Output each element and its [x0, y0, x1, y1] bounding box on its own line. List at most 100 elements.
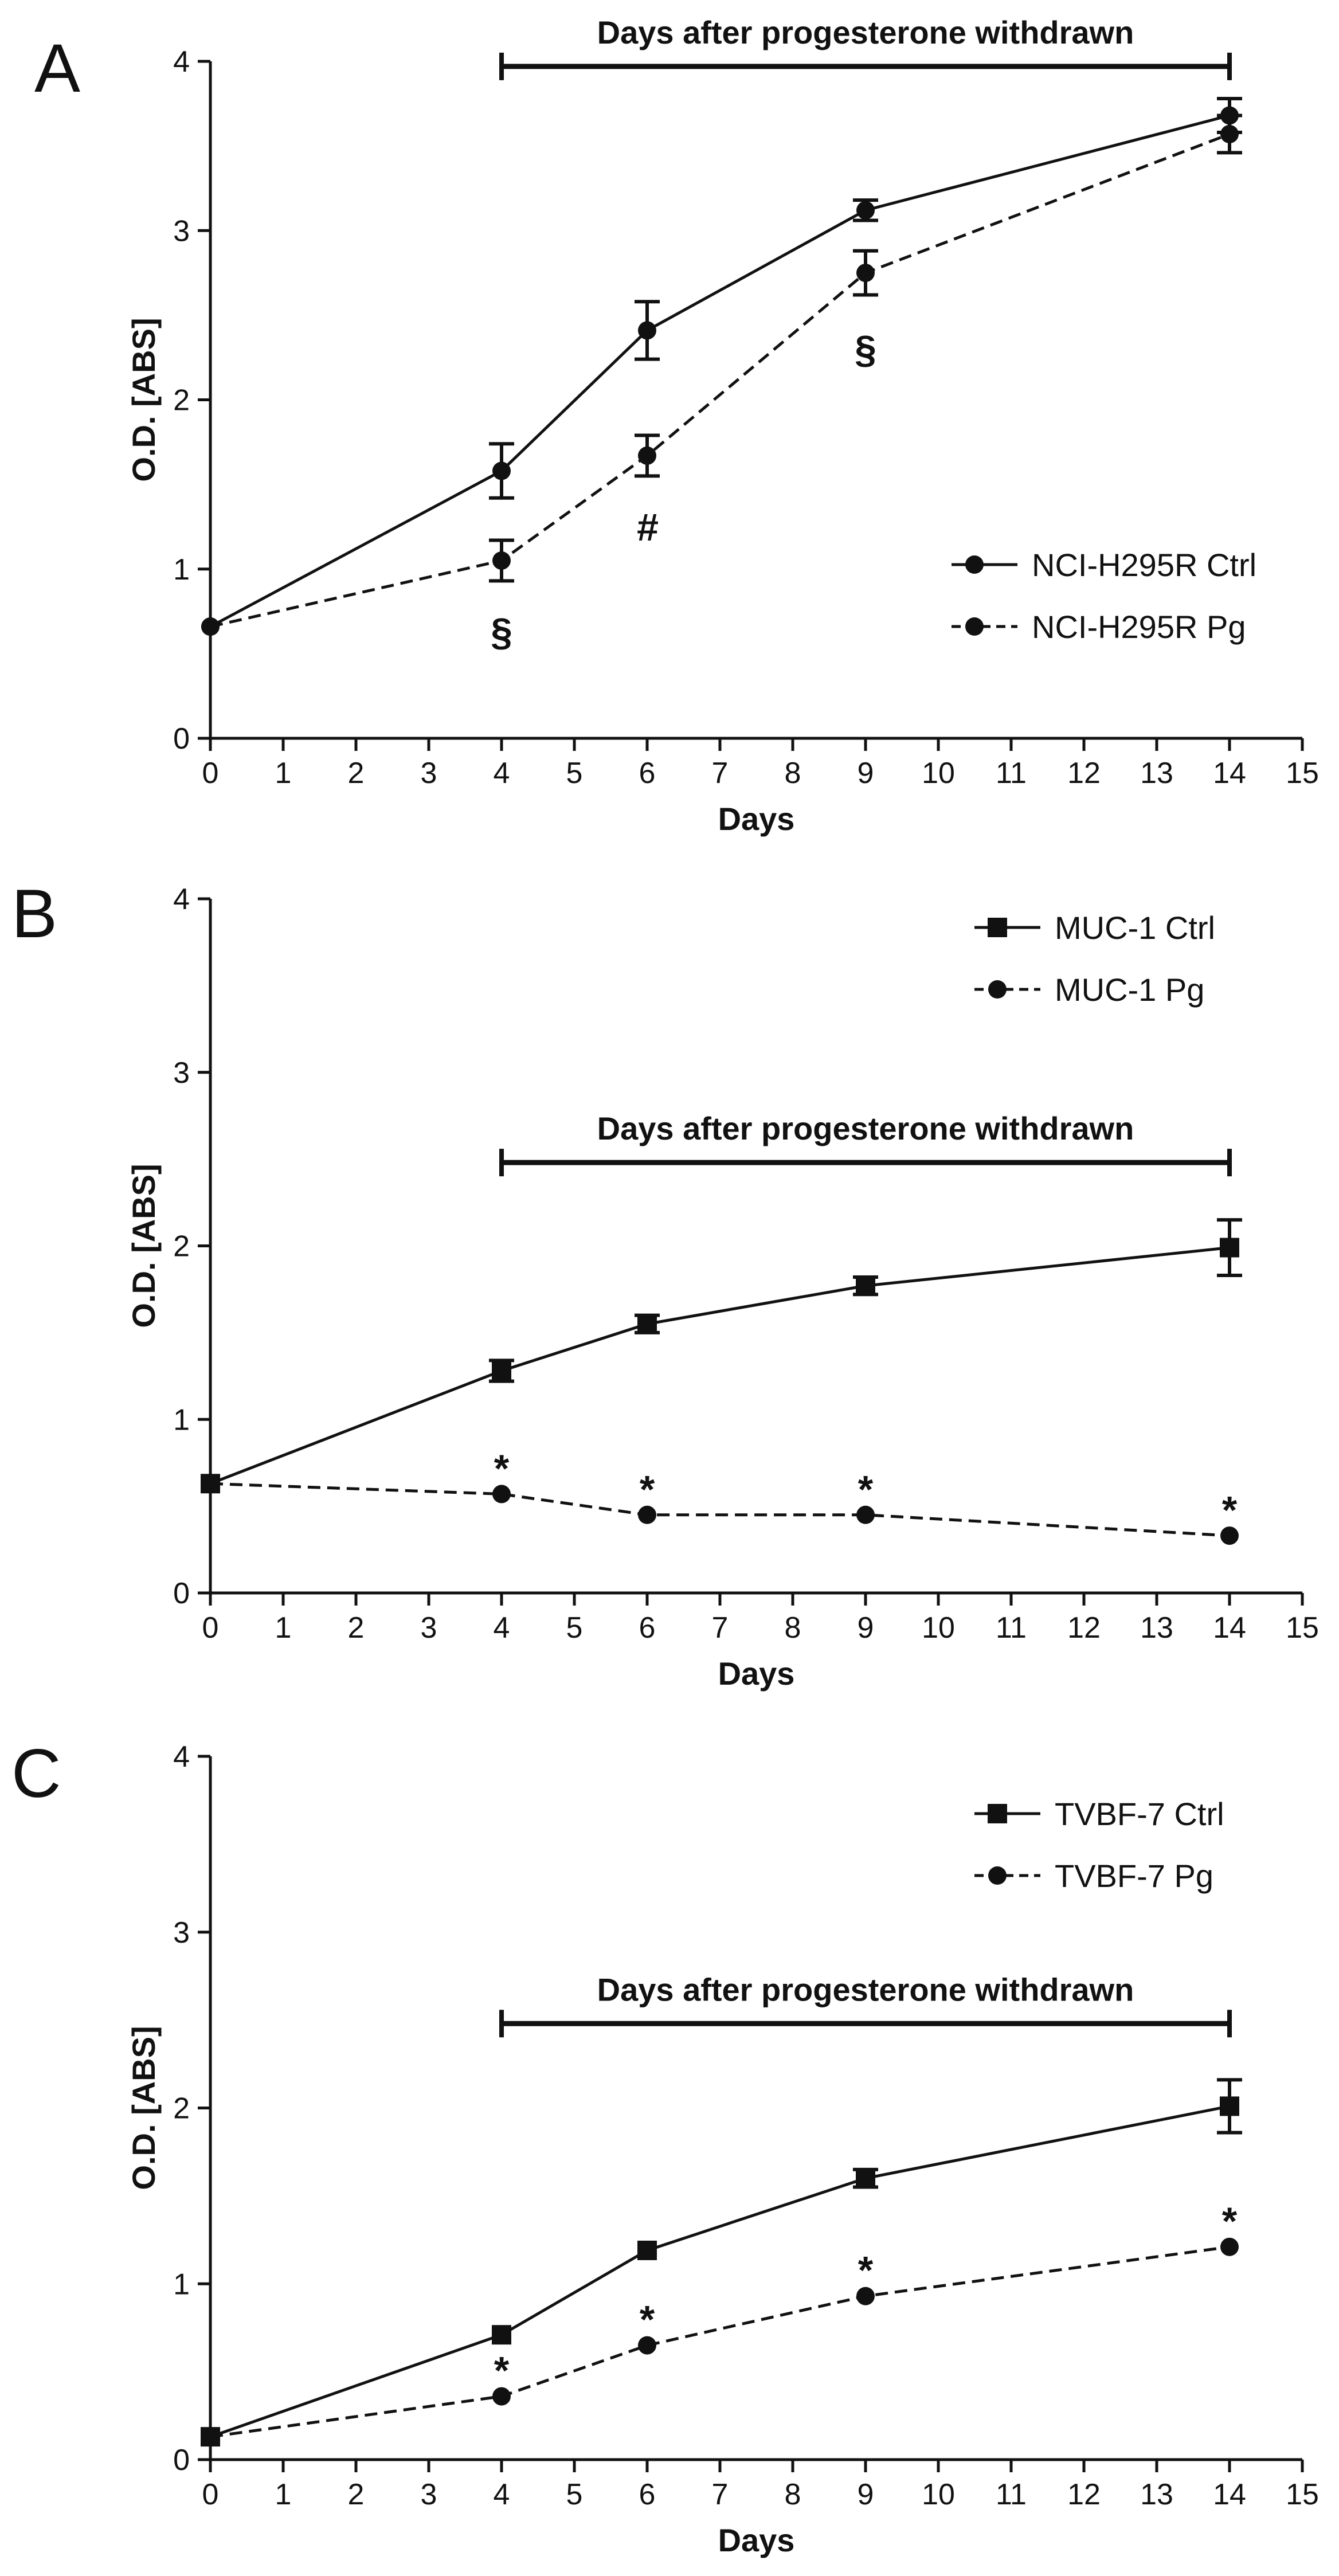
- panel-a-y-tick-label: 2: [173, 384, 190, 417]
- panel-a-y-tick-label: 4: [173, 45, 190, 79]
- panel-c-x-tick-label: 1: [275, 2478, 292, 2511]
- panel-a-legend-label: NCI-H295R Ctrl: [1032, 547, 1256, 583]
- panel-b-y-tick-label: 4: [173, 883, 190, 916]
- panel-b-series-1-point: [1220, 1238, 1239, 1258]
- panel-b-x-tick-label: 9: [858, 1611, 874, 1645]
- panel-c-y-tick-label: 2: [173, 2092, 190, 2125]
- panel-b-series-2-point: [638, 1505, 656, 1524]
- panel-b-significance-mark: *: [858, 1467, 874, 1511]
- panel-c-x-tick-label: 14: [1213, 2478, 1246, 2511]
- panel-a-x-tick-label: 13: [1140, 757, 1173, 790]
- panel-c-series-1-point: [856, 2168, 875, 2189]
- panel-a-x-tick-label: 6: [639, 757, 656, 790]
- panel-c-letter: C: [11, 1735, 61, 1812]
- panel-c-x-tick-label: 7: [712, 2478, 729, 2511]
- panel-a-x-tick-label: 5: [566, 757, 583, 790]
- panel-b-y-tick-label: 2: [173, 1230, 190, 1263]
- panel-b-bracket-label: Days after progesterone withdrawn: [597, 1110, 1134, 1146]
- panel-a-x-tick-label: 8: [785, 757, 801, 790]
- panel-a-letter: A: [34, 30, 80, 107]
- panel-c-series-2-point: [1220, 2237, 1239, 2256]
- panel-b-x-tick-label: 14: [1213, 1611, 1246, 1645]
- panel-b-x-tick-label: 11: [996, 1611, 1027, 1645]
- panel-c-series-2-point: [856, 2287, 875, 2305]
- panel-c-legend-swatch-marker: [988, 1866, 1007, 1885]
- panel-b-y-tick-label: 1: [173, 1403, 190, 1436]
- panel-c-x-tick-label: 0: [202, 2478, 219, 2511]
- panel-b-legend-swatch-marker: [988, 918, 1007, 937]
- panel-a-legend-swatch-marker: [965, 617, 984, 636]
- panel-b-significance-mark: *: [494, 1447, 510, 1490]
- panel-b-series-1-point: [856, 1276, 875, 1296]
- panel-a-y-axis-title: O.D. [ABS]: [126, 318, 162, 481]
- panel-c-bracket-label: Days after progesterone withdrawn: [597, 1971, 1134, 2007]
- panel-a-x-tick-label: 9: [858, 757, 874, 790]
- panel-b-x-tick-label: 13: [1140, 1611, 1173, 1645]
- panel-b-series-1-point: [492, 1361, 511, 1381]
- panel-c-series-1-point: [1220, 2096, 1239, 2116]
- panel-c-y-tick-label: 0: [173, 2444, 190, 2477]
- panel-c-x-tick-label: 3: [421, 2478, 437, 2511]
- panel-b-y-axis-title: O.D. [ABS]: [126, 1164, 162, 1328]
- panel-c-x-tick-label: 15: [1286, 2478, 1319, 2511]
- panel-c-series-2-point: [638, 2336, 656, 2355]
- panel-b-legend-label: MUC-1 Pg: [1055, 972, 1204, 1008]
- panel-a-x-tick-label: 14: [1213, 757, 1246, 790]
- panel-c-x-axis-title: Days: [718, 2522, 795, 2558]
- panel-c-x-tick-label: 8: [785, 2478, 801, 2511]
- panel-a-series-2-point: [492, 551, 511, 570]
- panel-a-y-tick-label: 3: [173, 214, 190, 248]
- panel-c-y-tick-label: 4: [173, 1740, 190, 1774]
- panel-a-series-2-point: [1220, 124, 1239, 143]
- panel-b-x-tick-label: 10: [922, 1611, 955, 1645]
- panel-b-x-tick-label: 15: [1286, 1611, 1319, 1645]
- panel-c-x-tick-label: 11: [996, 2478, 1027, 2511]
- panel-a-x-tick-label: 7: [712, 757, 729, 790]
- panel-b-x-tick-label: 4: [494, 1611, 510, 1645]
- panel-c-legend: TVBF-7 Ctrl TVBF-7 Pg: [974, 1796, 1224, 1894]
- panel-a-y-tick-label: 0: [173, 722, 190, 755]
- panel-a-significance-mark: #: [636, 506, 658, 549]
- panel-c-legend-swatch-marker: [988, 1804, 1007, 1823]
- panel-c-series-1: [201, 2078, 1242, 2447]
- panel-a-bracket-label: Days after progesterone withdrawn: [597, 14, 1134, 50]
- panel-c-series-2-point: [492, 2387, 511, 2406]
- panel-c-series-2-point: [201, 2428, 220, 2446]
- panel-b-series-1: [201, 1218, 1242, 1494]
- panel-b-series-2-point: [856, 1505, 875, 1524]
- panel-b-x-axis-title: Days: [718, 1655, 795, 1692]
- panel-c-x-tick-label: 2: [348, 2478, 365, 2511]
- panel-b-x-tick-label: 5: [566, 1611, 583, 1645]
- panel-a-y-tick-label: 1: [173, 553, 190, 586]
- panel-a-x-tick-label: 10: [922, 757, 955, 790]
- panel-b-letter: B: [11, 875, 57, 952]
- panel-a-x-tick-label: 3: [421, 757, 437, 790]
- panel-c-y-axis-title: O.D. [ABS]: [126, 2026, 162, 2190]
- panel-b-x-tick-label: 7: [712, 1611, 729, 1645]
- panel-b-x-tick-label: 2: [348, 1611, 365, 1645]
- panel-a-x-tick-label: 4: [494, 757, 510, 790]
- panel-a-significance-mark: §: [855, 328, 876, 371]
- panel-a-legend-swatch-marker: [965, 555, 984, 574]
- panel-c-x-tick-label: 4: [494, 2478, 510, 2511]
- panel-a-x-tick-label: 1: [275, 757, 292, 790]
- panel-c-legend-label: TVBF-7 Pg: [1055, 1858, 1213, 1894]
- panel-b-x-tick-label: 1: [275, 1611, 292, 1645]
- panel-c-significance-mark: *: [858, 2249, 874, 2292]
- panel-b-legend-label: MUC-1 Ctrl: [1055, 910, 1215, 946]
- panel-c-y-tick-label: 3: [173, 1916, 190, 1949]
- panel-b-series-2-point: [201, 1474, 220, 1493]
- panel-c-x-tick-label: 9: [858, 2478, 874, 2511]
- panel-a-x-axis-title: Days: [718, 801, 795, 837]
- panel-b-x-tick-label: 0: [202, 1611, 219, 1645]
- panel-c-x-tick-label: 12: [1067, 2478, 1101, 2511]
- panel-a-series-1-point: [856, 201, 875, 220]
- panel-c-x-tick-label: 5: [566, 2478, 583, 2511]
- panel-c-x-tick-label: 10: [922, 2478, 955, 2511]
- panel-b-series-2-point: [1220, 1526, 1239, 1545]
- panel-c-series-1-point: [492, 2325, 511, 2345]
- panel-a-x-tick-label: 11: [996, 757, 1027, 790]
- panel-b-y-tick-label: 3: [173, 1056, 190, 1090]
